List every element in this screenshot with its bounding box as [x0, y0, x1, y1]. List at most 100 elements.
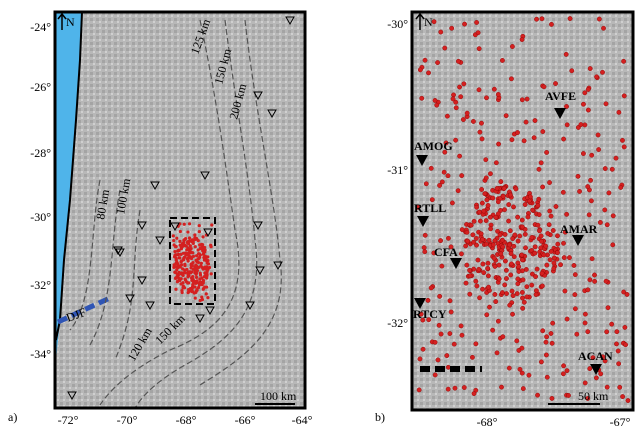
event [473, 278, 479, 284]
frame [410, 10, 635, 412]
event [201, 287, 205, 291]
event [199, 264, 203, 268]
event [195, 265, 199, 269]
event [538, 233, 544, 239]
event [506, 202, 512, 207]
event [490, 242, 496, 248]
event [558, 262, 563, 268]
event [524, 294, 530, 300]
event [453, 105, 459, 111]
event [195, 279, 199, 283]
event [174, 261, 178, 265]
event [463, 280, 469, 286]
event [495, 92, 501, 97]
event [536, 166, 542, 172]
event [492, 292, 498, 297]
event [420, 346, 426, 352]
event [519, 252, 525, 258]
event [431, 250, 437, 256]
event [483, 157, 489, 163]
event [458, 323, 464, 329]
event [506, 365, 512, 371]
event [439, 179, 445, 185]
event [510, 236, 516, 241]
event [179, 263, 184, 267]
event [179, 247, 184, 251]
event [477, 218, 483, 224]
event [450, 96, 456, 102]
event [523, 267, 529, 272]
event [483, 241, 489, 247]
event [486, 237, 492, 243]
event [437, 183, 442, 188]
event [178, 239, 182, 243]
event [417, 356, 423, 362]
event [610, 213, 616, 219]
event [209, 245, 213, 249]
event [184, 236, 188, 241]
event [614, 341, 619, 347]
event [504, 291, 509, 296]
event [428, 285, 434, 291]
event [483, 175, 489, 181]
event [529, 235, 535, 240]
event [585, 87, 591, 92]
event [592, 278, 598, 284]
event [526, 372, 532, 378]
event [172, 243, 176, 247]
station [155, 236, 165, 246]
event [604, 384, 610, 390]
event [482, 191, 488, 197]
event [178, 256, 182, 260]
event [202, 245, 207, 250]
event [176, 273, 180, 277]
event [180, 272, 184, 276]
event [422, 232, 428, 238]
event [519, 289, 525, 295]
station [416, 155, 428, 166]
event [601, 25, 606, 31]
event [437, 293, 443, 299]
event [498, 251, 504, 257]
event [179, 252, 183, 256]
event [476, 266, 482, 272]
station-label: AVFE [545, 89, 576, 103]
station [450, 258, 462, 269]
station [205, 306, 215, 316]
event [451, 341, 457, 347]
event [490, 327, 496, 333]
event [467, 273, 473, 279]
event [589, 152, 595, 158]
event [198, 277, 202, 281]
event [180, 259, 184, 263]
event [528, 194, 533, 200]
station [200, 171, 210, 181]
event [561, 255, 567, 261]
event [484, 197, 490, 203]
event [457, 84, 462, 90]
event [204, 272, 209, 276]
event [571, 263, 577, 268]
event [459, 251, 464, 257]
event [197, 224, 201, 228]
event [567, 255, 572, 261]
event [436, 322, 442, 328]
event [196, 248, 200, 252]
event [510, 293, 516, 299]
event [522, 231, 528, 237]
event [495, 211, 501, 217]
event [193, 245, 197, 249]
event [174, 287, 178, 291]
y-tick-label: -30° [387, 17, 408, 31]
event [495, 228, 500, 234]
station [414, 298, 426, 309]
event [201, 243, 205, 247]
event [539, 270, 545, 276]
event [520, 386, 526, 392]
event [178, 243, 182, 247]
event [488, 226, 494, 232]
event [471, 119, 476, 124]
fault-line [56, 294, 114, 325]
event [205, 261, 209, 265]
event [474, 283, 480, 289]
